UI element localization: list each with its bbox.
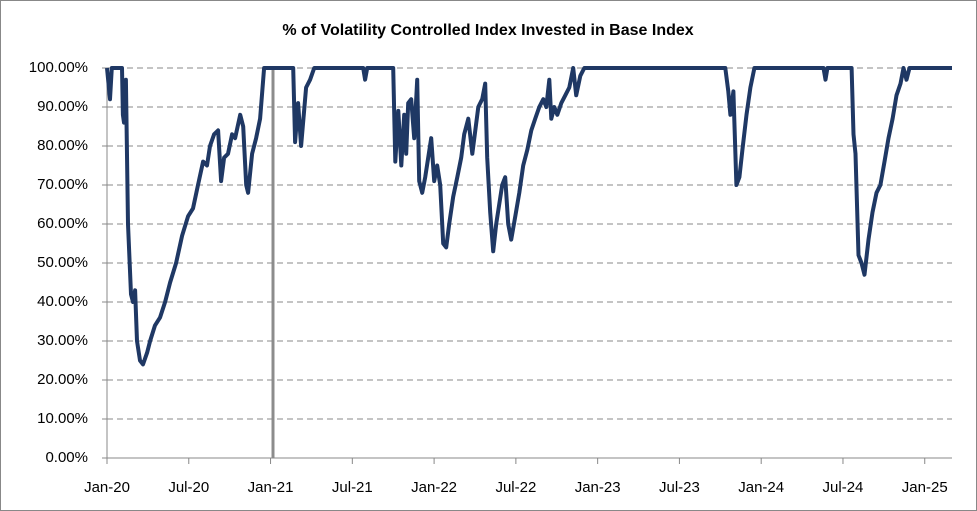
y-tick-label: 70.00% [37,176,88,193]
y-tick-label: 60.00% [37,215,88,232]
y-tick-label: 40.00% [37,293,88,310]
y-tick-label: 90.00% [37,98,88,115]
y-tick-label: 30.00% [37,332,88,349]
data-line [105,66,952,367]
x-tick-label: Jul-22 [495,479,536,496]
x-tick-label: Jul-23 [659,479,700,496]
x-tick-label: Jan-25 [902,479,948,496]
y-tick-label: 80.00% [37,137,88,154]
y-tick-label: 50.00% [37,254,88,271]
x-tick-label: Jul-21 [332,479,373,496]
chart-title: % of Volatility Controlled Index Investe… [282,22,693,39]
x-tick-label: Jan-20 [84,479,130,496]
y-tick-label: 20.00% [37,371,88,388]
y-tick-label: 10.00% [37,410,88,427]
x-tick-label: Jul-24 [823,479,864,496]
x-tick-label: Jan-21 [248,479,294,496]
y-tick-label: 0.00% [45,449,88,466]
y-tick-label: 100.00% [29,59,88,76]
x-tick-label: Jan-23 [575,479,621,496]
x-tick-label: Jan-22 [411,479,457,496]
x-tick-label: Jan-24 [738,479,784,496]
x-tick-label: Jul-20 [168,479,209,496]
